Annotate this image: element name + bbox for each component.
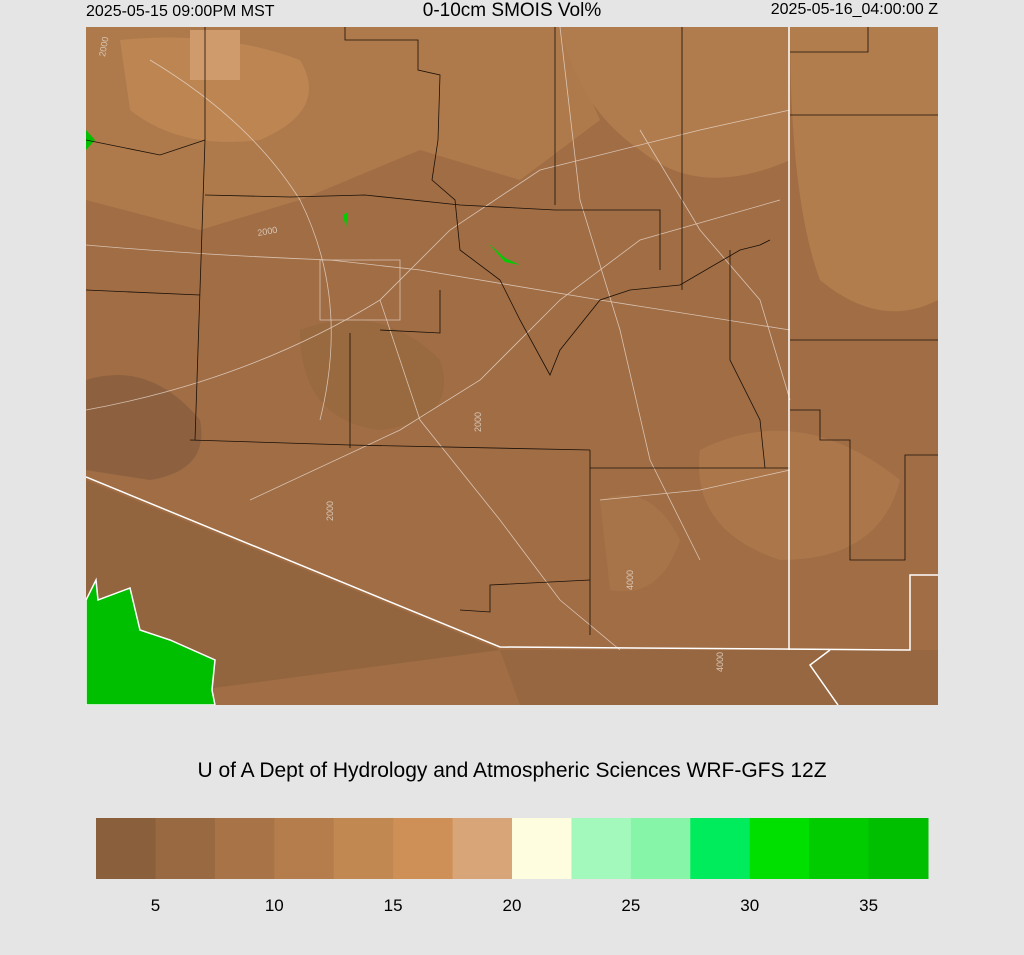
green-area bbox=[86, 130, 520, 705]
colorbar-tick-label: 5 bbox=[151, 896, 160, 915]
county-lines bbox=[86, 27, 938, 635]
map-title: 0-10cm SMOIS Vol% bbox=[423, 0, 602, 21]
valid-utc-time: 2025-05-16_04:00:00 Z bbox=[771, 1, 938, 18]
colorbar-swatch bbox=[749, 818, 810, 879]
colorbar-swatch bbox=[274, 818, 335, 879]
contour-label: 2000 bbox=[325, 501, 335, 521]
colorbar-swatch bbox=[96, 818, 156, 879]
colorbar-swatch bbox=[333, 818, 394, 879]
credit: U of A Dept of Hydrology and Atmospheric… bbox=[197, 759, 826, 782]
colorbar-tick-label: 25 bbox=[621, 896, 640, 915]
valid-local-time: 2025-05-15 09:00PM MST bbox=[86, 3, 275, 20]
colorbar-swatch bbox=[809, 818, 870, 879]
roads bbox=[86, 27, 791, 651]
colorbar-swatch bbox=[214, 818, 275, 879]
contour-label: 4000 bbox=[625, 570, 635, 590]
colorbar-swatch bbox=[690, 818, 751, 879]
colorbar-swatch bbox=[868, 818, 929, 879]
map: 2000 2000 2000 2000 4000 4000 bbox=[86, 27, 938, 705]
contour-label: 2000 bbox=[257, 225, 278, 238]
colorbar-swatch bbox=[630, 818, 691, 879]
colorbar-tick-label: 35 bbox=[859, 896, 878, 915]
colorbar-tick-label: 30 bbox=[740, 896, 759, 915]
state-borders bbox=[86, 27, 938, 705]
colorbar-tick-label: 10 bbox=[265, 896, 284, 915]
colorbar-swatch bbox=[512, 818, 572, 879]
contour-label: 2000 bbox=[473, 412, 483, 432]
contour-labels: 2000 2000 2000 2000 4000 4000 bbox=[97, 36, 725, 672]
contour-label: 2000 bbox=[97, 36, 110, 57]
colorbar: 5 10 15 20 25 30 35 bbox=[96, 818, 929, 915]
colorbar-tick-label: 15 bbox=[384, 896, 403, 915]
colorbar-swatch bbox=[571, 818, 632, 879]
colorbar-swatch bbox=[155, 818, 216, 879]
colorbar-swatch bbox=[393, 818, 454, 879]
colorbar-tick-label: 20 bbox=[503, 896, 522, 915]
colorbar-swatch bbox=[452, 818, 513, 879]
contour-label: 4000 bbox=[715, 652, 725, 672]
moisture-patches bbox=[86, 27, 938, 705]
